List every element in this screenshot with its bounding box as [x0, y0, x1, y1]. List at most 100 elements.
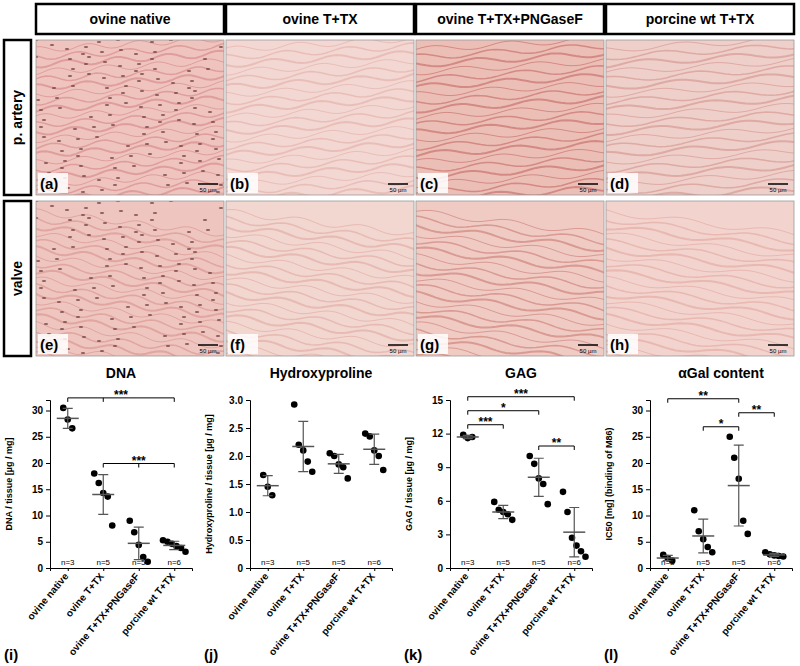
y-tick-label: 25	[32, 431, 44, 442]
nucleus	[219, 345, 223, 347]
nucleus	[100, 189, 104, 191]
chart-title: DNA	[106, 365, 136, 381]
nucleus	[177, 102, 181, 104]
nucleus	[161, 131, 165, 133]
y-tick: 25	[32, 431, 50, 442]
panel-label: (h)	[610, 336, 629, 353]
error-bar	[463, 435, 473, 438]
nucleus	[163, 174, 167, 176]
error-bar	[134, 527, 144, 560]
histology-image	[416, 201, 604, 356]
y-tick: 3	[437, 529, 450, 540]
tissue-fiber	[226, 291, 414, 318]
nucleus	[140, 234, 144, 236]
n-label: n=3	[461, 558, 475, 567]
tissue-fiber	[416, 90, 604, 105]
data-point	[309, 468, 316, 475]
y-axis: 03691215	[432, 395, 451, 574]
nucleus	[113, 345, 117, 347]
tissue-fiber	[606, 307, 794, 330]
nucleus	[60, 167, 64, 169]
error-bar	[334, 454, 344, 473]
y-tick-mark	[46, 516, 50, 517]
x-tick-mark	[703, 568, 704, 571]
nucleus	[73, 128, 77, 130]
y-tick-label: 20	[632, 458, 644, 469]
y-tick-mark	[46, 411, 50, 412]
nucleus	[87, 234, 91, 236]
nucleus	[156, 78, 160, 80]
nucleus	[134, 214, 138, 216]
column-header: ovine native	[90, 11, 171, 27]
histology-image	[226, 201, 414, 356]
x-tick: ovine native	[25, 568, 71, 622]
nucleus	[108, 114, 112, 116]
nucleus	[65, 48, 69, 50]
y-tick-mark	[246, 400, 250, 401]
y-tick-label: 6	[437, 496, 443, 507]
y-tick-mark	[446, 467, 450, 468]
nucleus	[121, 236, 125, 238]
significance-label: ***	[514, 387, 528, 401]
mean-line	[763, 554, 785, 556]
nucleus	[58, 107, 62, 109]
tissue-fiber	[226, 272, 414, 297]
y-tick-label: 3.0	[229, 395, 243, 406]
nucleus	[105, 87, 109, 89]
nucleus	[182, 172, 186, 174]
error-bar	[263, 476, 273, 496]
y-tick-label: 0	[37, 563, 43, 574]
nucleus	[198, 304, 202, 306]
nucleus	[79, 326, 83, 328]
nucleus	[179, 323, 183, 325]
y-tick: 9	[437, 462, 450, 473]
significance-label: ***	[132, 454, 146, 468]
nucleus	[132, 165, 136, 167]
nucleus	[55, 97, 59, 99]
nucleus	[110, 157, 114, 159]
x-tick-mark	[139, 568, 140, 571]
scale-bar-label: 50 µm	[200, 348, 217, 354]
tissue-fiber	[416, 285, 604, 313]
nucleus	[84, 207, 88, 209]
y-tick: 2.5	[229, 423, 250, 434]
data-point	[91, 470, 98, 477]
nucleus	[145, 287, 149, 289]
scale-bar	[768, 344, 788, 346]
nucleus	[134, 53, 138, 55]
nucleus	[124, 246, 128, 248]
plot-area	[57, 405, 189, 565]
nucleus	[68, 75, 72, 77]
y-tick: 20	[32, 458, 50, 469]
nucleus	[102, 77, 106, 79]
panel-label-box	[228, 173, 258, 193]
data-point	[531, 461, 538, 468]
tissue-fiber	[606, 112, 794, 126]
nucleus	[177, 280, 181, 282]
nucleus	[121, 92, 125, 94]
nucleus	[116, 177, 120, 179]
row-label-box	[4, 201, 31, 356]
nucleus	[166, 345, 170, 347]
panel-label: (b)	[230, 175, 249, 192]
y-tick-label: 12	[432, 428, 444, 439]
nucleus	[105, 104, 109, 106]
nucleus	[177, 263, 181, 265]
nucleus	[155, 94, 159, 96]
data-point	[540, 481, 547, 488]
y-tick: 10	[32, 510, 50, 521]
error-bar	[569, 508, 579, 557]
y-tick: 6	[437, 496, 450, 507]
data-point	[126, 517, 133, 524]
tissue-fiber	[226, 118, 414, 133]
nucleus	[124, 85, 128, 87]
panel-label: (f)	[230, 336, 245, 353]
tissue-fiber	[226, 40, 414, 50]
histology-image	[606, 40, 794, 195]
nucleus	[52, 248, 56, 250]
panel-label-box	[608, 334, 638, 354]
n-label: n=6	[167, 558, 181, 567]
image-frame	[36, 40, 224, 195]
nucleus	[182, 316, 186, 318]
nucleus	[36, 99, 40, 101]
